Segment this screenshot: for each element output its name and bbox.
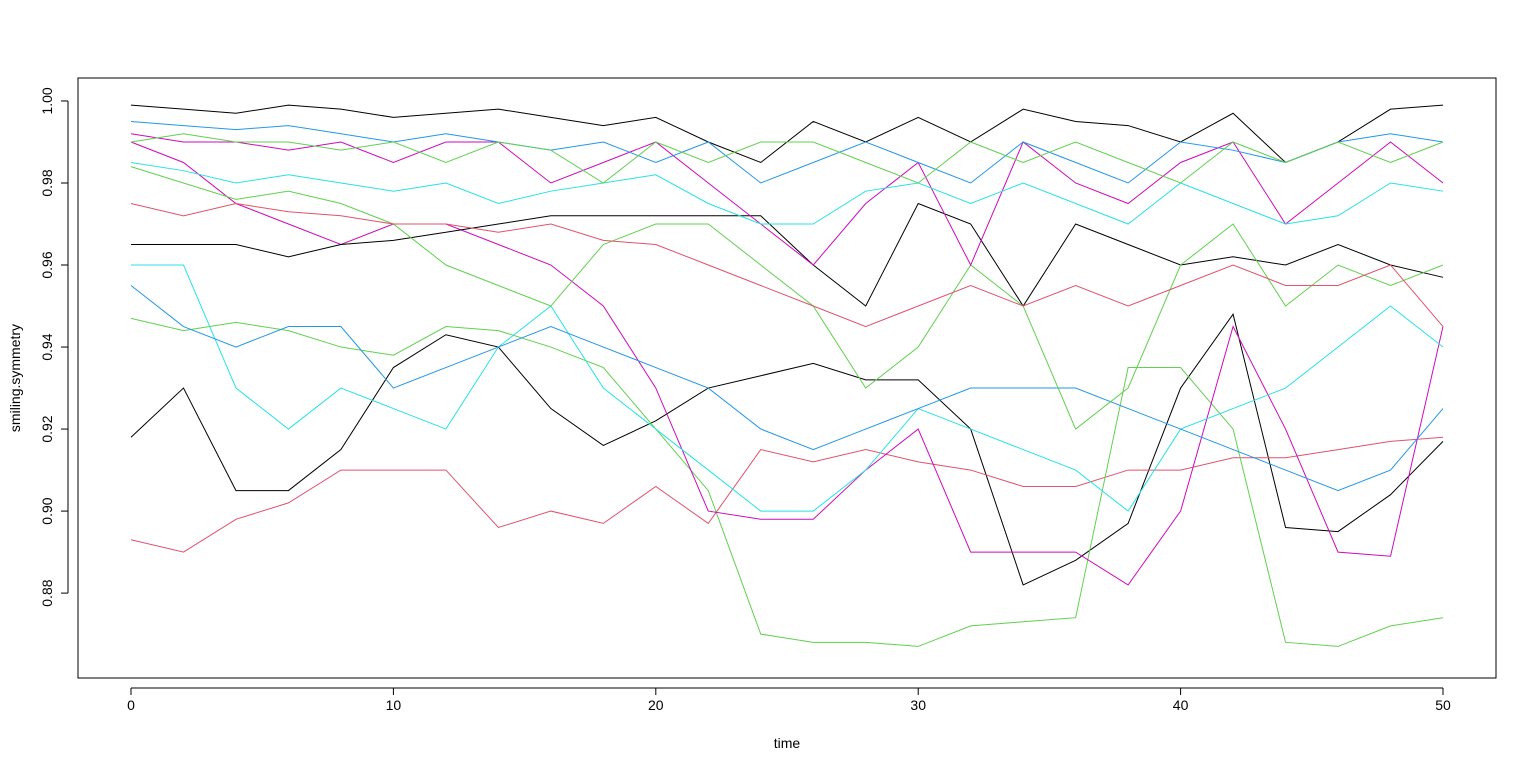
x-tick-label: 0 <box>127 697 135 713</box>
y-tick-label: 1.00 <box>39 87 55 114</box>
x-tick-label: 50 <box>1435 697 1451 713</box>
y-tick-label: 0.94 <box>39 333 55 360</box>
plot-frame <box>77 77 1497 679</box>
x-tick-label: 30 <box>910 697 926 713</box>
y-tick-label: 0.88 <box>39 579 55 606</box>
x-axis-label: time <box>774 735 801 751</box>
series-line <box>130 317 1444 647</box>
x-tick-label: 10 <box>386 697 402 713</box>
y-axis-label: smiling.symmetry <box>7 324 23 432</box>
series-line <box>131 202 1444 307</box>
series-line <box>130 202 1444 328</box>
x-tick-label: 40 <box>1173 697 1189 713</box>
series-line <box>130 436 1444 553</box>
series-line <box>130 285 1444 492</box>
series-line <box>130 161 1444 225</box>
series-line <box>130 313 1444 586</box>
series-line <box>130 166 1444 430</box>
series-line <box>131 264 1444 512</box>
series-line <box>130 141 1444 586</box>
series-line <box>130 120 1444 184</box>
x-tick-label: 20 <box>648 697 664 713</box>
y-tick-label: 0.98 <box>39 169 55 196</box>
series-line <box>130 104 1444 164</box>
y-tick-label: 0.90 <box>39 497 55 524</box>
series-line <box>130 133 1444 267</box>
y-tick-label: 0.96 <box>39 251 55 278</box>
y-tick-label: 0.92 <box>39 415 55 442</box>
series-line <box>130 133 1444 184</box>
